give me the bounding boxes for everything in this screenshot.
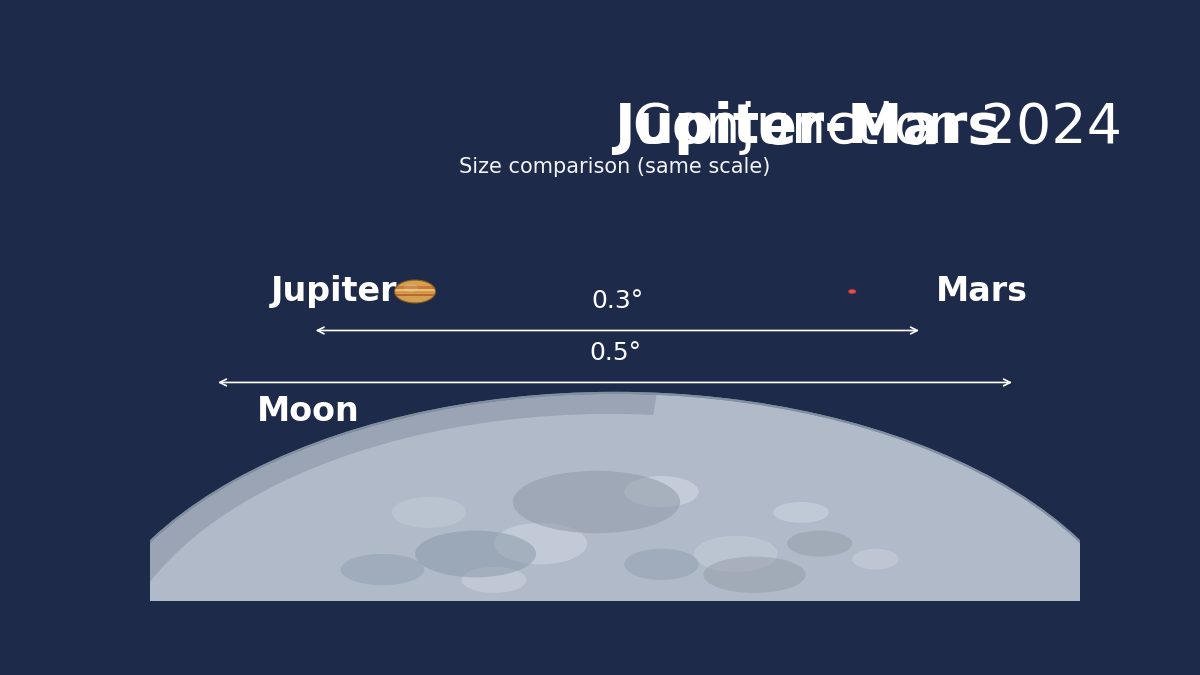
Ellipse shape [512,471,680,533]
Text: Jupiter: Jupiter [271,275,397,308]
Text: Size comparison (same scale): Size comparison (same scale) [460,157,770,177]
Text: 0.5°: 0.5° [589,341,641,364]
Text: Mars: Mars [936,275,1028,308]
Ellipse shape [852,549,899,570]
Text: Conjunction 2024: Conjunction 2024 [616,101,1122,155]
Bar [395,294,436,296]
Circle shape [848,290,856,294]
Ellipse shape [624,476,698,507]
Ellipse shape [624,549,698,580]
Bar [395,286,436,289]
Ellipse shape [787,531,852,557]
Circle shape [395,280,436,303]
Ellipse shape [462,567,527,593]
Text: Moon: Moon [257,395,360,427]
Ellipse shape [391,497,466,528]
Ellipse shape [494,523,587,564]
Text: © timeanddate.com: © timeanddate.com [168,572,324,587]
Ellipse shape [773,502,829,523]
Circle shape [76,393,1154,675]
Ellipse shape [694,536,778,572]
Text: Jupiter-Mars: Jupiter-Mars [614,101,1001,155]
Bar [395,292,436,293]
Circle shape [403,284,418,292]
Bar [395,290,436,291]
Ellipse shape [703,557,805,593]
Wedge shape [65,390,658,675]
Text: 0.3°: 0.3° [592,289,643,313]
Ellipse shape [341,554,425,585]
Ellipse shape [415,531,536,577]
